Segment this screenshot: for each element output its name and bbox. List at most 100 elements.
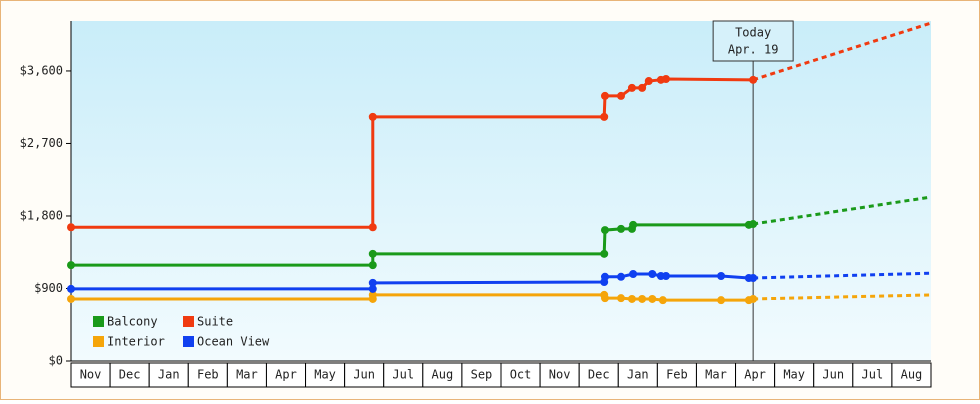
data-point xyxy=(661,272,670,280)
x-tick-label: Jun xyxy=(822,368,844,382)
legend-swatch xyxy=(183,316,194,327)
month-cell xyxy=(891,362,932,388)
x-tick-label: Nov xyxy=(549,368,571,382)
x-tick-label: Apr xyxy=(744,368,766,382)
y-tick-label: $900 xyxy=(34,281,63,295)
data-point xyxy=(600,91,609,100)
month-cell xyxy=(265,362,307,388)
y-tick-label: $2,700 xyxy=(20,136,63,150)
x-tick-label: May xyxy=(783,368,805,382)
plot-area xyxy=(71,21,931,361)
data-point xyxy=(617,91,626,100)
data-point xyxy=(638,83,647,92)
month-cell xyxy=(539,362,580,388)
x-tick-label: Aug xyxy=(432,368,454,382)
month-cell xyxy=(578,362,619,388)
data-point xyxy=(368,223,377,232)
month-cell xyxy=(852,362,893,388)
series-line xyxy=(71,222,754,267)
data-point xyxy=(644,77,653,86)
x-tick-label: Dec xyxy=(119,368,141,382)
data-point xyxy=(638,294,647,303)
data-point xyxy=(368,278,377,287)
data-point xyxy=(600,272,609,281)
data-point xyxy=(67,223,75,232)
month-cell xyxy=(461,362,502,388)
legend-label: Interior xyxy=(107,335,165,349)
data-point xyxy=(368,284,377,293)
month-cell xyxy=(695,362,737,388)
y-tick-label: $3,600 xyxy=(20,63,63,77)
legend-swatch xyxy=(93,336,104,347)
data-point xyxy=(749,274,758,283)
legend-swatch xyxy=(93,316,104,327)
today-label: Today xyxy=(735,26,771,40)
month-cell xyxy=(148,362,189,388)
data-point xyxy=(749,220,758,229)
y-tick-label: $1,800 xyxy=(20,208,63,222)
month-cell xyxy=(70,362,111,388)
month-cell xyxy=(813,362,854,388)
month-cell xyxy=(656,362,697,388)
data-point xyxy=(368,290,377,299)
x-tick-label: May xyxy=(314,368,336,382)
month-cell xyxy=(187,362,228,388)
x-tick-label: Jan xyxy=(158,368,180,382)
x-tick-label: Apr xyxy=(275,368,297,382)
data-point xyxy=(600,112,609,121)
data-point xyxy=(67,261,75,270)
x-tick-label: Sep xyxy=(471,368,493,382)
data-point xyxy=(67,284,75,293)
x-tick-label: Feb xyxy=(197,368,219,382)
data-point xyxy=(627,294,636,303)
x-tick-label: Dec xyxy=(588,368,610,382)
data-point xyxy=(629,220,638,229)
legend-label: Suite xyxy=(197,315,233,329)
data-point xyxy=(600,294,609,303)
month-cell xyxy=(226,362,267,388)
x-tick-label: Oct xyxy=(510,368,532,382)
legend-label: Balcony xyxy=(107,315,158,329)
x-tick-label: Jun xyxy=(353,368,375,382)
x-tick-label: Feb xyxy=(666,368,688,382)
data-point xyxy=(368,112,377,121)
legend-swatch xyxy=(183,336,194,347)
x-tick-label: Mar xyxy=(236,368,258,382)
data-point xyxy=(717,272,726,280)
data-point xyxy=(617,272,626,281)
projection-line xyxy=(752,195,932,226)
today-box xyxy=(712,20,794,62)
data-point xyxy=(67,294,75,303)
month-cell xyxy=(109,362,150,388)
data-point xyxy=(627,83,636,92)
projection-line xyxy=(753,271,932,280)
data-point xyxy=(661,75,670,84)
projection-line xyxy=(752,21,932,82)
data-point xyxy=(629,269,638,278)
x-tick-label: Jul xyxy=(862,368,884,382)
x-tick-label: Aug xyxy=(901,368,923,382)
data-point xyxy=(368,261,377,270)
y-tick-label: $0 xyxy=(49,354,63,368)
month-cell xyxy=(383,362,424,388)
legend-label: Ocean View xyxy=(197,335,270,349)
x-tick-label: Nov xyxy=(80,368,102,382)
data-point xyxy=(600,249,609,258)
data-point xyxy=(648,269,657,278)
x-tick-label: Jul xyxy=(392,368,414,382)
projection-line xyxy=(753,293,932,301)
data-point xyxy=(617,224,626,233)
data-point xyxy=(749,75,758,84)
x-tick-label: Mar xyxy=(705,368,727,382)
data-point xyxy=(658,296,667,305)
data-point xyxy=(617,294,626,303)
month-cell xyxy=(774,362,815,388)
today-label: Apr. 19 xyxy=(728,43,779,57)
x-tick-label: Jan xyxy=(627,368,649,382)
data-point xyxy=(749,294,758,303)
data-point xyxy=(648,294,657,303)
data-point xyxy=(600,226,609,235)
data-point xyxy=(368,249,377,258)
